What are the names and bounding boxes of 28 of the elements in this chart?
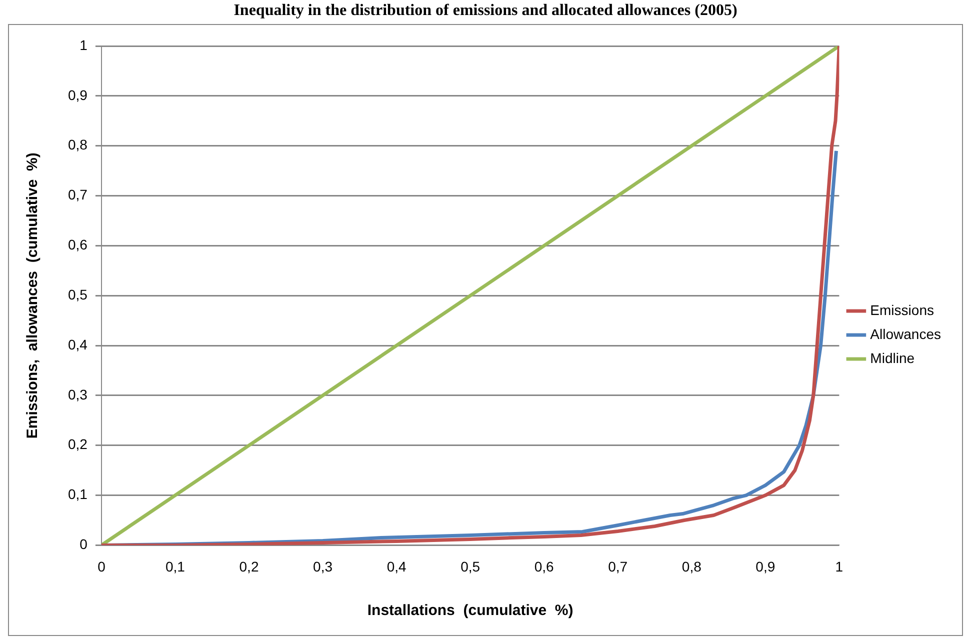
y-tick-label: 0,4: [68, 336, 88, 352]
y-axis-title: Emissions, allowances (cumulative %): [24, 152, 42, 439]
y-tick-label: 0,9: [68, 86, 88, 103]
x-tick-label: 0,8: [682, 558, 702, 574]
y-tick-label: 0: [80, 536, 88, 552]
y-tick-label: 0,1: [68, 486, 88, 502]
legend-label: Midline: [870, 350, 915, 366]
x-tick-label: 1: [835, 558, 844, 574]
x-tick-label: 0: [98, 558, 106, 574]
y-tick-label: 1: [80, 36, 88, 53]
legend-label: Allowances: [870, 326, 942, 342]
x-tick-label: 0,3: [313, 558, 333, 574]
y-tick-label: 0,6: [68, 236, 88, 253]
y-tick-label: 0,8: [68, 136, 88, 153]
chart-title: Inequality in the distribution of emissions and allocated allowances (2005): [232, 2, 738, 20]
y-tick-label: 0,3: [68, 386, 88, 402]
x-tick-label: 0,1: [166, 558, 186, 574]
x-tick-label: 0,9: [756, 558, 776, 574]
x-tick-label: 0,2: [239, 558, 259, 574]
y-tick-label: 0,7: [68, 186, 88, 203]
x-tick-label: 0,5: [460, 558, 480, 574]
x-tick-label: 0,6: [534, 558, 554, 574]
x-tick-label: 0,4: [386, 558, 406, 574]
y-tick-label: 0,5: [68, 286, 88, 302]
x-tick-label: 0,7: [608, 558, 628, 574]
legend-label: Emissions: [870, 302, 934, 318]
y-tick-label: 0,2: [68, 436, 88, 452]
x-axis-title: Installations (cumulative %): [367, 602, 574, 620]
